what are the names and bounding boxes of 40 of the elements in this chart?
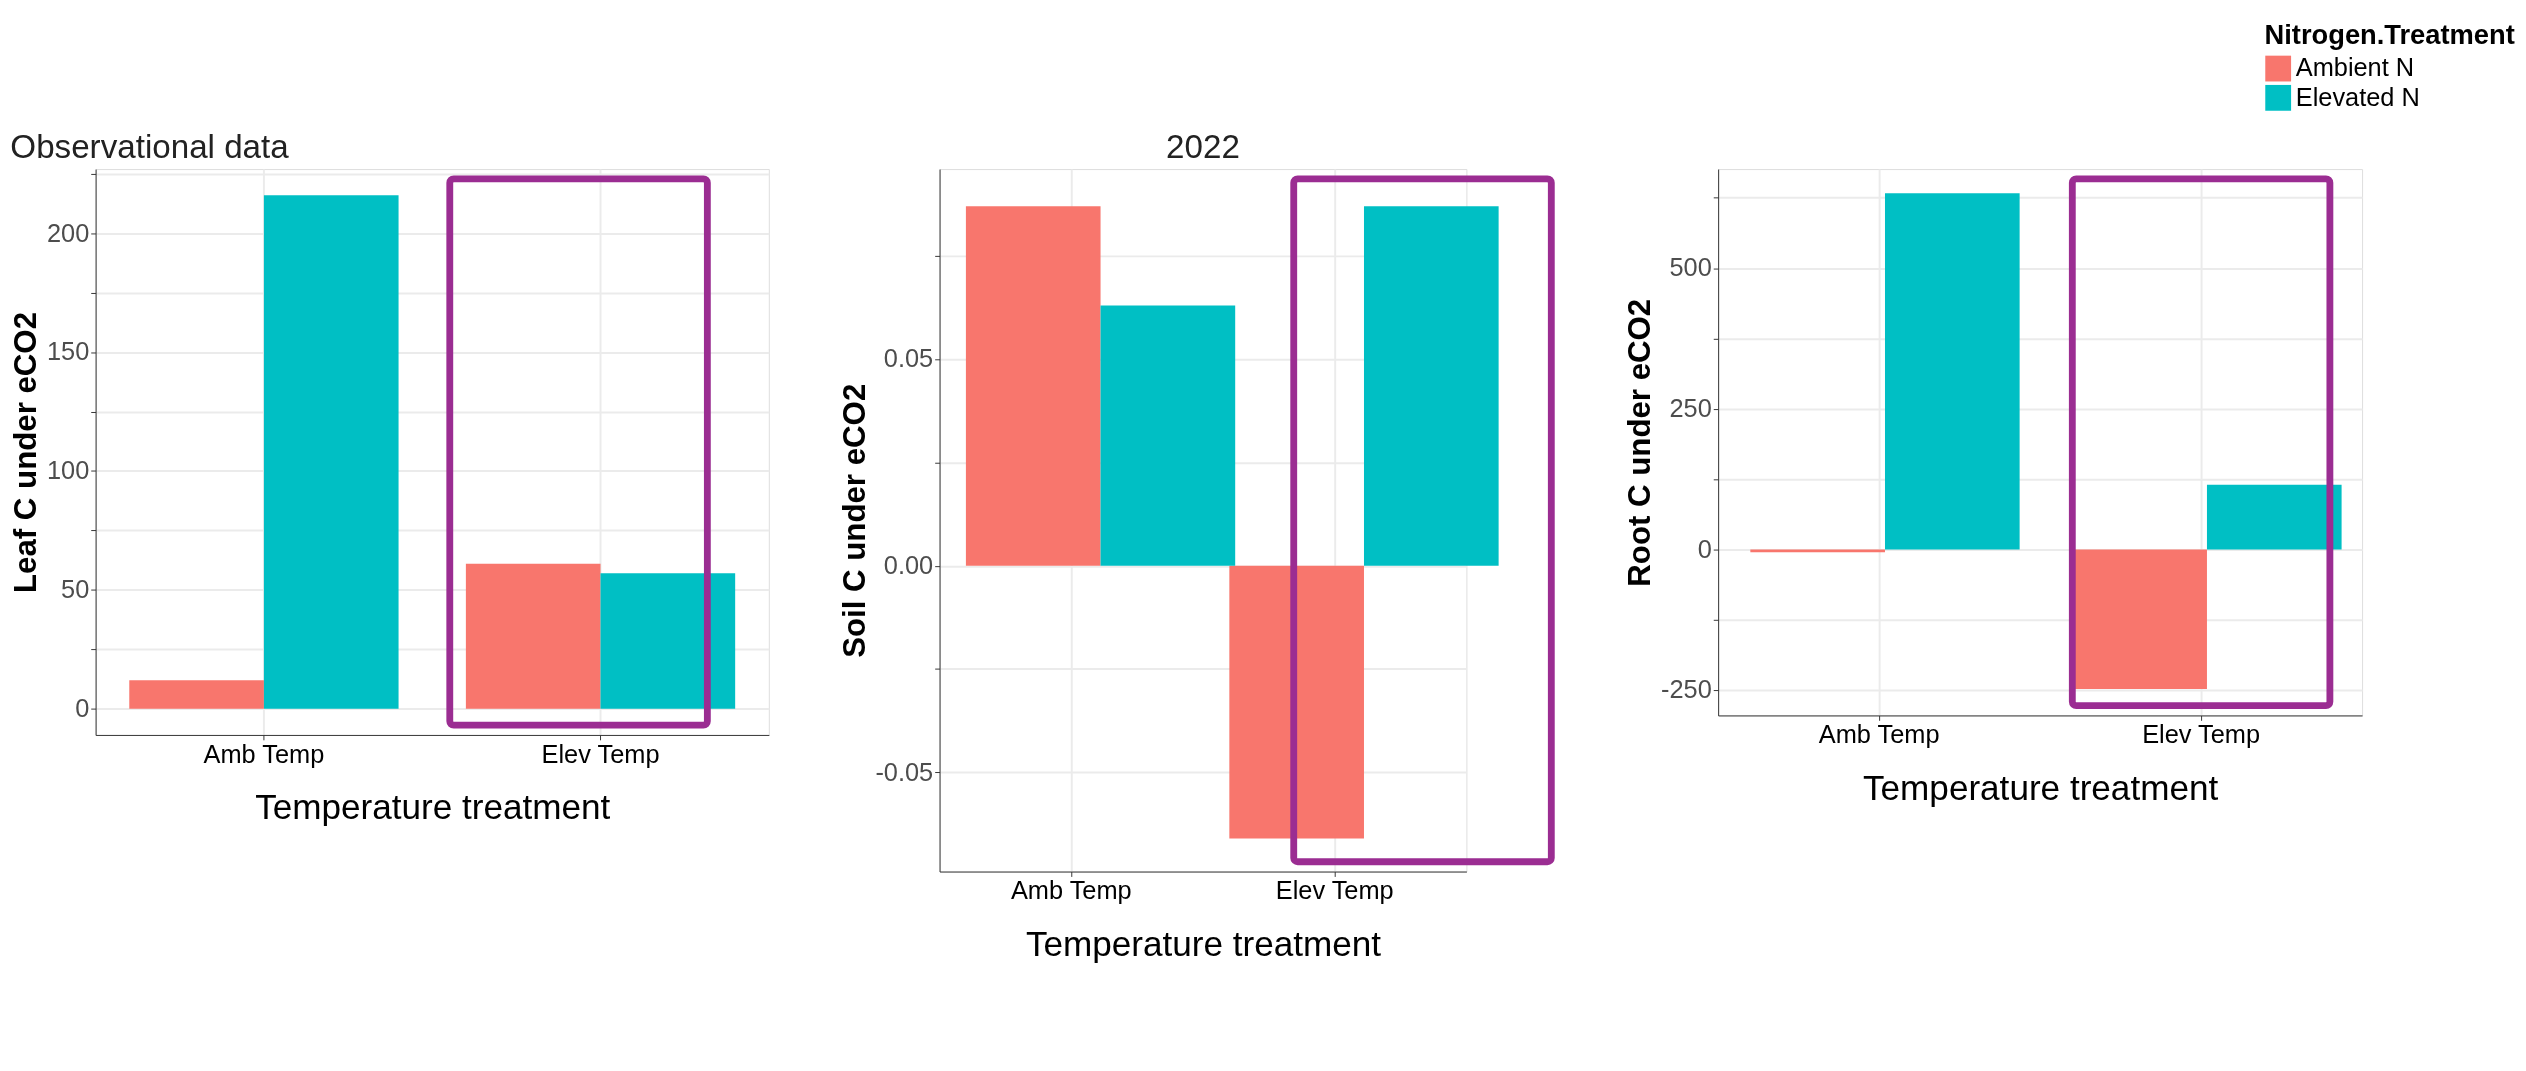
bar — [263, 195, 399, 709]
bar — [1750, 549, 1885, 553]
legend-label: Elevated N — [2295, 82, 2420, 111]
y-tick-label: 0.00 — [883, 551, 934, 580]
x-tick-label: Elev Temp — [541, 739, 660, 768]
y-tick-label: 0 — [75, 694, 90, 723]
x-axis-title: Temperature treatment — [255, 787, 611, 827]
y-tick-label: -0.05 — [875, 757, 934, 786]
bar — [1100, 305, 1236, 566]
y-tick-label: 0 — [1697, 534, 1712, 563]
x-tick-label: Amb Temp — [1010, 876, 1132, 905]
legend-label: Ambient N — [2295, 53, 2415, 82]
y-tick-label: 50 — [61, 575, 90, 604]
y-tick-label: 500 — [1669, 253, 1712, 282]
x-axis-title: Temperature treatment — [1863, 767, 2219, 807]
y-axis-title: Leaf C under eCO2 — [8, 311, 44, 594]
legend-title: Nitrogen.Treatment — [2264, 19, 2515, 51]
bar — [465, 563, 601, 709]
chart-title: Observational data — [10, 128, 290, 166]
y-axis-title: Soil C under eCO2 — [836, 383, 872, 658]
x-tick-label: Elev Temp — [2142, 720, 2261, 749]
y-tick-label: 150 — [46, 337, 90, 366]
y-tick-label: 250 — [1669, 394, 1712, 423]
x-tick-label: Amb Temp — [203, 739, 325, 768]
y-tick-label: 100 — [46, 456, 90, 485]
bar — [1884, 193, 2020, 550]
bar — [129, 680, 264, 709]
bar — [965, 206, 1101, 566]
bar — [600, 573, 736, 709]
bar — [2206, 484, 2342, 550]
x-axis-title: Temperature treatment — [1025, 923, 1382, 963]
y-axis-title: Root C under eCO2 — [1622, 298, 1658, 587]
bar — [1363, 206, 1499, 566]
x-tick-label: Amb Temp — [1818, 720, 1940, 749]
chart-title: 2022 — [1166, 128, 1240, 166]
y-tick-label: -250 — [1661, 675, 1712, 704]
bar — [1229, 565, 1364, 839]
y-tick-label: 200 — [46, 218, 90, 247]
x-tick-label: Elev Temp — [1275, 876, 1394, 905]
y-tick-label: 0.05 — [883, 344, 934, 373]
